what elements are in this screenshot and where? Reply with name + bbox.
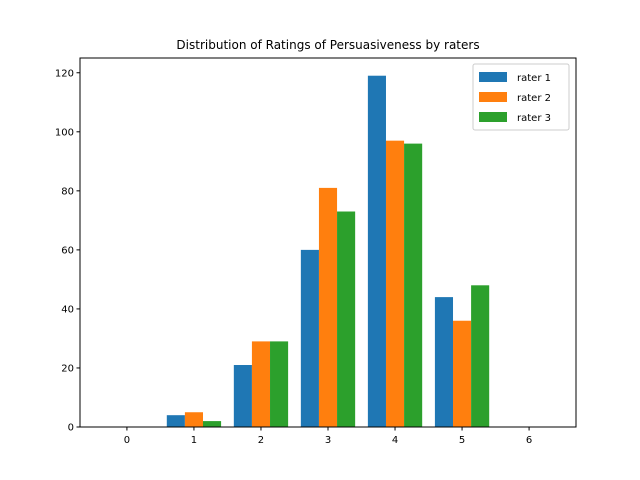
bar-rater-3-2 [270, 341, 289, 427]
x-tick-label: 0 [124, 435, 130, 446]
bar-rater-3-5 [471, 285, 490, 427]
x-tick-label: 5 [459, 435, 465, 446]
bar-rater-1-3 [300, 249, 319, 427]
bar-rater-1-4 [367, 75, 386, 428]
legend-swatch [479, 72, 507, 82]
legend-label: rater 3 [517, 113, 551, 124]
legend-swatch [479, 112, 507, 122]
x-tick-label: 3 [325, 435, 331, 446]
x-tick-label: 6 [526, 435, 532, 446]
x-tick-label: 4 [392, 435, 398, 446]
bar-rater-1-5 [434, 297, 454, 427]
y-tick-label: 0 [68, 423, 74, 434]
y-tick-label: 100 [55, 127, 74, 138]
y-tick-label: 20 [61, 363, 74, 374]
chart-title: Distribution of Ratings of Persuasivenes… [176, 38, 479, 52]
bar-rater-2-2 [251, 341, 271, 427]
x-tick-label: 1 [191, 435, 197, 446]
bar-rater-3-4 [404, 143, 423, 428]
x-tick-label: 2 [258, 435, 264, 446]
bar-rater-1-2 [233, 365, 252, 427]
bar-rater-2-1 [184, 412, 203, 427]
y-tick-label: 60 [61, 245, 74, 256]
legend-label: rater 2 [517, 93, 551, 104]
legend-label: rater 1 [517, 73, 551, 84]
y-tick-label: 40 [61, 304, 74, 315]
bar-rater-2-4 [385, 140, 405, 427]
legend: rater 1 rater 2 rater 3 [472, 63, 570, 131]
y-tick-label: 80 [61, 186, 74, 197]
legend-swatch [479, 92, 507, 102]
bar-rater-1-1 [166, 415, 185, 427]
bar-rater-3-3 [337, 211, 356, 427]
bar-rater-3-1 [202, 421, 222, 427]
y-tick-label: 120 [55, 68, 74, 79]
bar-rater-2-5 [453, 320, 472, 427]
bar-rater-2-3 [318, 187, 338, 427]
